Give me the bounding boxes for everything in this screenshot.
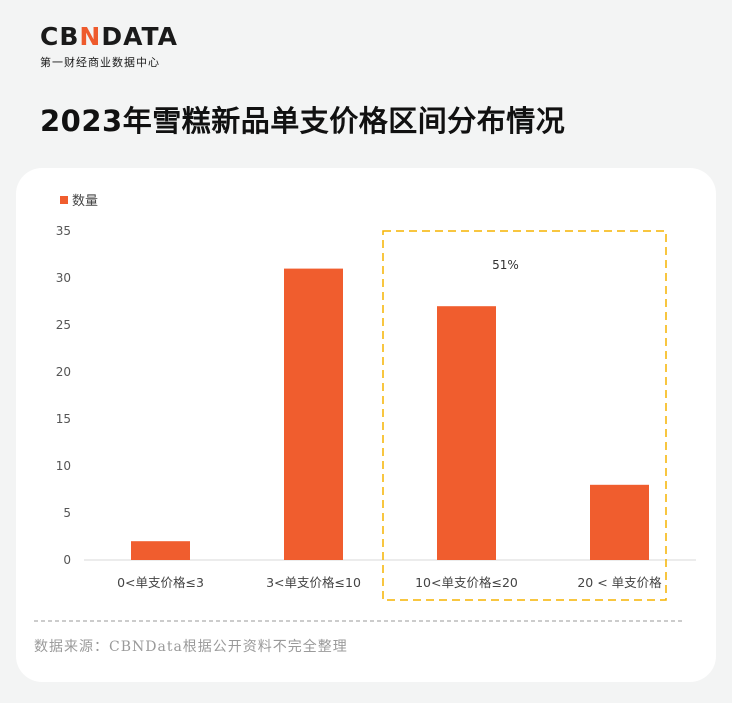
y-tick-label: 0 xyxy=(63,553,71,567)
bar xyxy=(284,268,343,560)
page-title: 2023年雪糕新品单支价格区间分布情况 xyxy=(40,104,566,138)
source-note: 数据来源：CBNData根据公开资料不完全整理 xyxy=(34,639,348,655)
y-tick-label: 25 xyxy=(56,318,71,332)
x-tick-label: 0<单支价格≤3 xyxy=(117,575,204,590)
y-tick-label: 30 xyxy=(56,271,71,285)
bar xyxy=(590,484,649,560)
legend-swatch xyxy=(60,196,68,204)
cbndata-logo: CBNDATA 第一财经商业数据中心 xyxy=(40,22,178,70)
percent-annotation: 51% xyxy=(492,258,519,272)
bar xyxy=(131,541,190,560)
y-tick-label: 10 xyxy=(56,459,71,473)
highlight-box xyxy=(382,230,667,601)
x-tick-label: 3<单支价格≤10 xyxy=(266,575,361,590)
bar xyxy=(437,306,496,560)
y-tick-label: 35 xyxy=(56,224,71,238)
logo-subtitle: 第一财经商业数据中心 xyxy=(40,56,160,69)
legend-label: 数量 xyxy=(72,194,98,209)
x-tick-label: 20 < 单支价格 xyxy=(577,575,662,590)
y-tick-label: 5 xyxy=(63,506,71,520)
x-tick-label: 10<单支价格≤20 xyxy=(415,575,518,590)
logo-wordmark: CBNDATA xyxy=(40,22,178,51)
y-tick-label: 15 xyxy=(56,412,71,426)
chart-card xyxy=(16,168,716,682)
y-tick-label: 20 xyxy=(56,365,71,379)
